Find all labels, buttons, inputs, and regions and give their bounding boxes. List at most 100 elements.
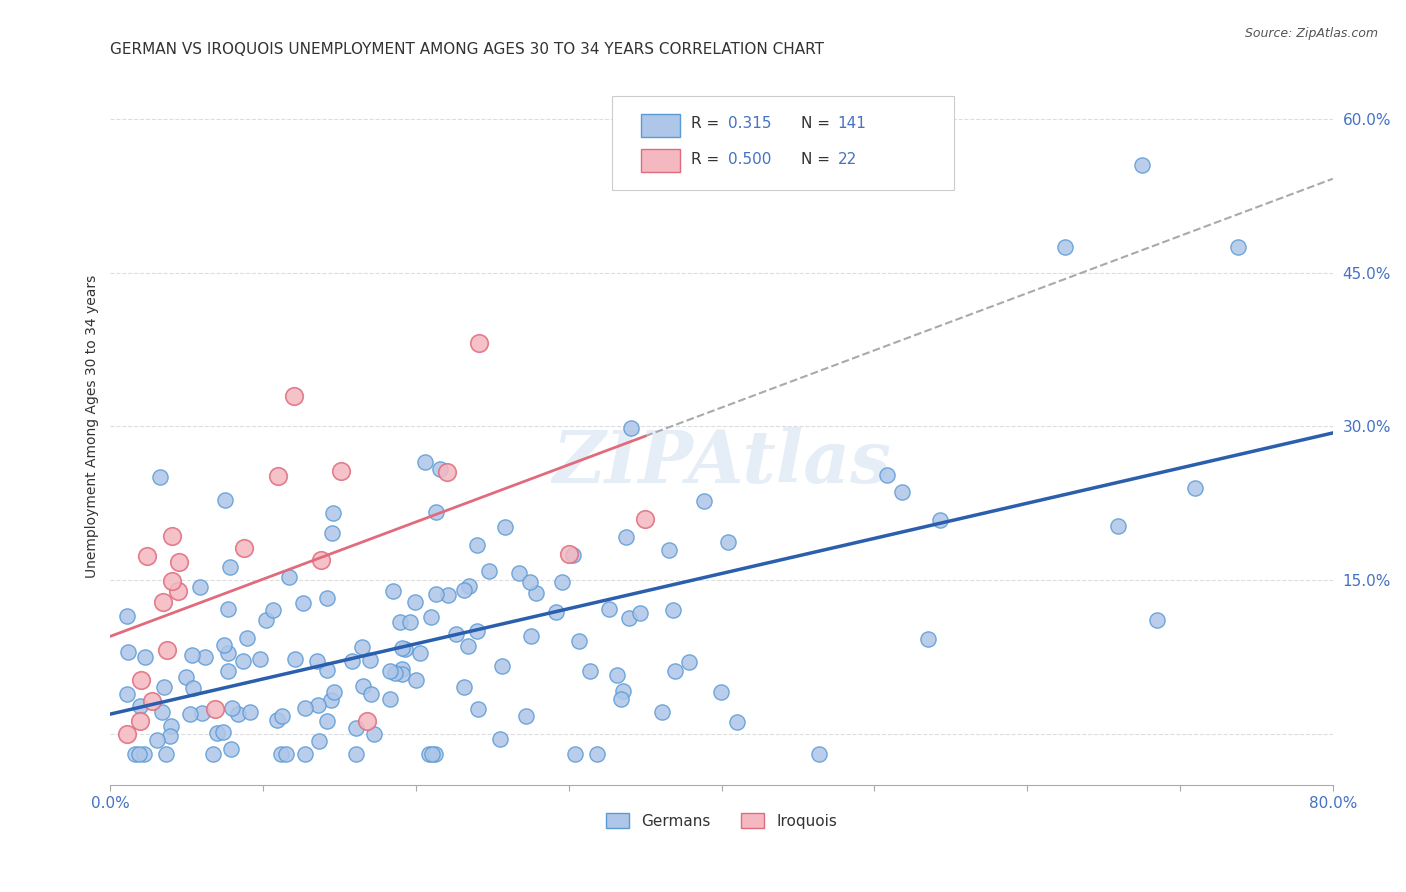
Point bbox=[519, 574, 541, 589]
Point bbox=[249, 652, 271, 666]
Text: ZIPAtlas: ZIPAtlas bbox=[553, 426, 891, 498]
Point bbox=[378, 692, 401, 706]
Point bbox=[359, 653, 381, 667]
Point bbox=[488, 732, 510, 747]
Point bbox=[146, 732, 169, 747]
Point bbox=[453, 582, 475, 597]
Text: 22: 22 bbox=[838, 152, 858, 167]
Point bbox=[606, 668, 628, 682]
Text: N =: N = bbox=[801, 116, 830, 131]
Point bbox=[491, 659, 513, 673]
Point bbox=[404, 595, 426, 609]
Text: R =: R = bbox=[690, 116, 720, 131]
Point bbox=[217, 647, 239, 661]
Point bbox=[162, 574, 184, 589]
Point bbox=[180, 648, 202, 662]
Point bbox=[115, 687, 138, 701]
Point bbox=[394, 642, 416, 657]
Point bbox=[1054, 240, 1077, 254]
Point bbox=[117, 608, 139, 623]
Point bbox=[294, 747, 316, 762]
Point bbox=[160, 529, 183, 543]
Point bbox=[136, 549, 159, 563]
Point bbox=[167, 555, 190, 569]
Point bbox=[1146, 613, 1168, 627]
Point bbox=[266, 713, 288, 727]
Point bbox=[226, 706, 249, 721]
FancyBboxPatch shape bbox=[612, 96, 953, 190]
Point bbox=[620, 421, 643, 435]
Point bbox=[568, 633, 591, 648]
Point bbox=[232, 541, 254, 555]
Point bbox=[183, 681, 205, 695]
Point bbox=[389, 615, 412, 629]
Point bbox=[152, 595, 174, 609]
Point bbox=[217, 664, 239, 678]
Point bbox=[409, 646, 432, 660]
Point bbox=[217, 602, 239, 616]
Point bbox=[378, 665, 401, 679]
Point bbox=[150, 705, 173, 719]
Point bbox=[929, 512, 952, 526]
Point bbox=[283, 389, 305, 403]
Point bbox=[232, 654, 254, 668]
Point bbox=[458, 579, 481, 593]
Point bbox=[179, 707, 201, 722]
Point bbox=[651, 705, 673, 719]
Text: GERMAN VS IROQUOIS UNEMPLOYMENT AMONG AGES 30 TO 34 YEARS CORRELATION CHART: GERMAN VS IROQUOIS UNEMPLOYMENT AMONG AG… bbox=[111, 42, 824, 57]
FancyBboxPatch shape bbox=[641, 150, 681, 172]
Point bbox=[678, 655, 700, 669]
Point bbox=[725, 715, 748, 730]
Point bbox=[468, 336, 491, 351]
Point bbox=[214, 638, 236, 652]
Point bbox=[614, 530, 637, 544]
Point bbox=[610, 691, 633, 706]
Point bbox=[321, 525, 343, 540]
Point bbox=[219, 742, 242, 756]
Point bbox=[134, 650, 156, 665]
FancyBboxPatch shape bbox=[641, 113, 681, 136]
Text: 141: 141 bbox=[838, 116, 866, 131]
Point bbox=[132, 747, 155, 762]
Point bbox=[423, 747, 446, 762]
Point bbox=[467, 702, 489, 716]
Point bbox=[391, 662, 413, 676]
Point bbox=[360, 687, 382, 701]
Point bbox=[160, 719, 183, 733]
Point bbox=[221, 701, 243, 715]
Point bbox=[634, 511, 657, 525]
Point bbox=[131, 673, 153, 687]
Point bbox=[558, 548, 581, 562]
Point bbox=[212, 724, 235, 739]
Point bbox=[356, 714, 378, 729]
Point bbox=[1227, 240, 1250, 254]
Point bbox=[381, 583, 404, 598]
Text: 0.315: 0.315 bbox=[728, 116, 772, 131]
Point bbox=[876, 468, 898, 483]
Point bbox=[508, 566, 530, 580]
Text: 0.500: 0.500 bbox=[728, 152, 770, 167]
Point bbox=[562, 548, 585, 562]
Point bbox=[236, 631, 259, 645]
Point bbox=[342, 654, 364, 668]
Point bbox=[612, 684, 634, 698]
Point bbox=[219, 560, 242, 574]
Point bbox=[551, 574, 574, 589]
Point bbox=[391, 641, 413, 656]
Point bbox=[1184, 481, 1206, 495]
Point bbox=[420, 747, 443, 762]
Point bbox=[363, 727, 385, 741]
Point bbox=[267, 468, 290, 483]
Point bbox=[579, 664, 602, 678]
Point bbox=[141, 694, 163, 708]
Point bbox=[1130, 158, 1153, 172]
Point bbox=[294, 701, 316, 715]
Point bbox=[405, 673, 427, 688]
Point bbox=[344, 747, 367, 762]
Point bbox=[262, 602, 284, 616]
Point bbox=[214, 493, 236, 508]
Point bbox=[598, 601, 620, 615]
Point bbox=[391, 667, 413, 681]
Point bbox=[415, 455, 437, 469]
Point bbox=[384, 666, 406, 681]
